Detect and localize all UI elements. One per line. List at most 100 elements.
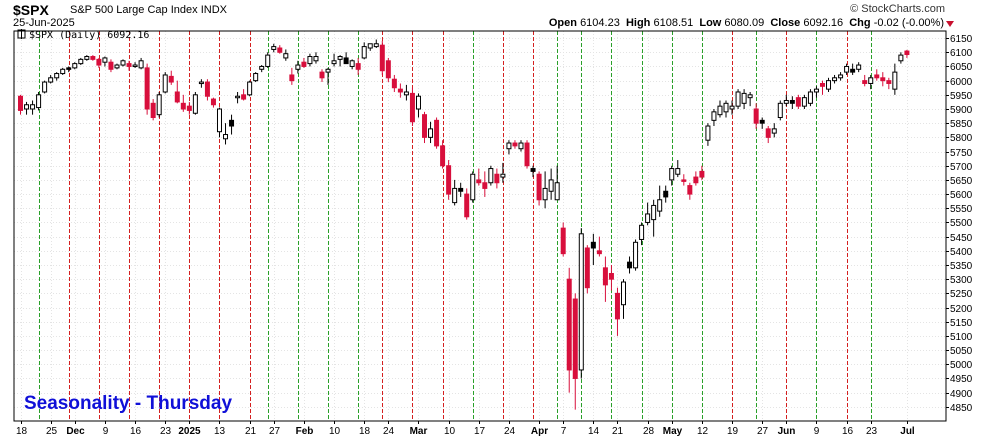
candle-body: [403, 91, 409, 96]
y-tick-label: 4850: [950, 403, 973, 414]
credit-label[interactable]: © StockCharts.com: [850, 3, 945, 15]
ohlc-readout: Open 6104.23 High 6108.51 Low 6080.09 Cl…: [549, 17, 944, 29]
candle-body: [156, 94, 162, 116]
candle: [102, 56, 108, 67]
x-tick-label: 27: [757, 426, 769, 437]
candle: [856, 62, 862, 73]
candle: [343, 52, 349, 65]
x-tick-label: 21: [612, 426, 624, 437]
candle-body: [874, 74, 880, 79]
candle: [379, 40, 385, 75]
candle: [150, 99, 156, 121]
y-tick-label: 5400: [950, 247, 973, 258]
y-tick-label: 5350: [950, 261, 973, 272]
candle-body: [717, 105, 723, 116]
candle: [578, 228, 584, 379]
x-tick-label: 9: [814, 426, 820, 437]
candle: [789, 96, 795, 109]
candle: [180, 94, 186, 112]
candle-body: [30, 104, 36, 110]
candle-body: [813, 88, 819, 93]
candle: [711, 109, 717, 127]
candle-body: [904, 50, 910, 55]
candle: [470, 171, 476, 203]
candle-body: [355, 63, 361, 70]
candle: [355, 57, 361, 75]
candle: [807, 89, 813, 107]
candle-body: [192, 94, 198, 114]
candle-body: [844, 65, 850, 73]
candle: [765, 126, 771, 144]
candle-body: [807, 91, 813, 104]
candle-body: [651, 204, 657, 221]
candle: [500, 162, 506, 183]
low-value: 6080.09: [724, 17, 765, 29]
candle: [428, 121, 434, 144]
candle: [295, 60, 301, 74]
candle: [530, 165, 536, 178]
candle-body: [614, 292, 620, 320]
candle-body: [777, 102, 783, 119]
y-tick-label: 5100: [950, 332, 973, 343]
candle: [723, 100, 729, 118]
candle: [639, 222, 645, 246]
candle-body: [313, 56, 319, 62]
candle: [464, 188, 470, 220]
candle-body: [548, 179, 554, 192]
candle-body: [747, 94, 753, 99]
candle: [138, 57, 144, 70]
candle: [693, 171, 699, 186]
candle-body: [96, 58, 102, 66]
candle-body: [367, 43, 373, 49]
candle: [681, 174, 687, 186]
candle: [651, 199, 657, 237]
candle-body: [771, 128, 777, 134]
close-label: Close: [770, 17, 801, 29]
candle-body: [446, 165, 452, 195]
candle: [657, 185, 663, 217]
candle-body: [566, 278, 572, 371]
candle-body: [741, 92, 747, 104]
candle-body: [198, 81, 204, 85]
y-tick-label: 5150: [950, 318, 973, 329]
candle-body: [759, 119, 765, 124]
candle-body: [795, 97, 801, 107]
y-tick-label: 5800: [950, 133, 973, 144]
candle-body: [422, 114, 428, 138]
chart-header: $SPX S&P 500 Large Cap Index INDX © Stoc…: [0, 0, 990, 30]
candle-body: [204, 81, 210, 97]
candle: [349, 59, 355, 70]
x-tick-label: 9: [103, 426, 109, 437]
candle: [759, 117, 765, 129]
x-tick-label: Jun: [778, 426, 796, 437]
x-tick-label: May: [663, 426, 683, 437]
candle: [880, 72, 886, 87]
candle-body: [765, 128, 771, 138]
y-tick-label: 6000: [950, 77, 973, 88]
exchange-label: INDX: [200, 4, 227, 16]
candle: [253, 72, 259, 83]
candle-body: [283, 53, 289, 59]
candle-body: [705, 125, 711, 141]
candle-body: [506, 142, 512, 150]
y-tick-label: 6100: [950, 48, 973, 59]
candle: [699, 165, 705, 180]
candle-body: [174, 91, 180, 103]
close-value: 6092.16: [803, 17, 844, 29]
x-tick-label: 17: [474, 426, 486, 437]
candle-body: [78, 58, 84, 65]
candle-body: [602, 267, 608, 286]
candle-body: [657, 199, 663, 212]
candle-body: [699, 170, 705, 178]
candle: [216, 107, 222, 138]
candle: [361, 42, 367, 60]
candle-body: [24, 104, 30, 110]
candle: [801, 94, 807, 109]
candle-body: [470, 173, 476, 201]
x-tick-label: 14: [588, 426, 600, 437]
candle-body: [144, 67, 150, 110]
candle-body: [325, 68, 331, 73]
candle-body: [735, 91, 741, 107]
candle-body: [265, 54, 271, 67]
candle-body: [48, 77, 54, 83]
